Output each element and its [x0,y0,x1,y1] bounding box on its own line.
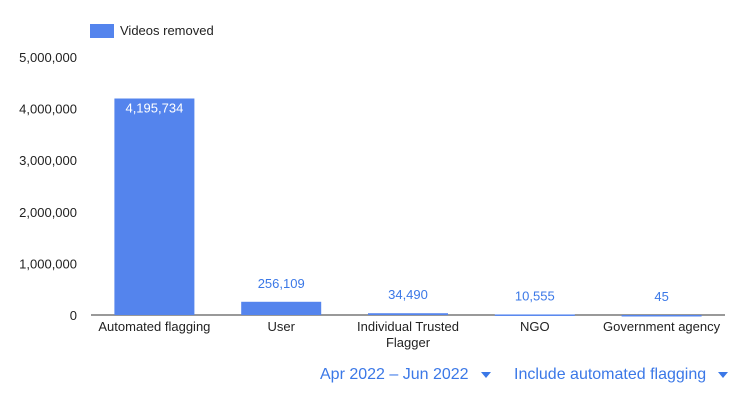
flagging-filter-dropdown[interactable]: Include automated flagging [514,366,729,384]
y-tick-label: 5,000,000 [19,50,77,65]
y-tick-label: 3,000,000 [19,153,77,168]
y-tick-label: 0 [70,308,77,323]
y-tick-label: 4,000,000 [19,102,77,117]
bar-data-label: 4,195,734 [125,101,183,116]
bar [368,313,448,315]
legend-swatch [90,24,114,38]
chevron-down-icon [718,372,729,378]
bar [494,314,575,316]
bar-data-label: 10,555 [515,288,555,303]
chevron-down-icon [480,372,491,378]
legend-label: Videos removed [120,23,214,38]
category-label: User [267,319,295,334]
date-range-label: Apr 2022 – Jun 2022 [320,366,469,383]
bar-data-label: 34,490 [388,287,428,302]
y-tick-label: 1,000,000 [19,256,77,271]
removed-videos-chart: Videos removed 0 1,000,000 2,000,000 3,000,0… [19,23,725,350]
category-label: NGO [520,319,550,334]
category-label: Automated flagging [98,319,210,334]
flagging-filter-label: Include automated flagging [514,366,707,383]
bar [241,301,322,315]
bar-data-label: 256,109 [258,276,305,291]
bar [621,314,702,317]
bar-data-label: 45 [654,289,668,304]
chart-controls: Apr 2022 – Jun 2022 Include automated fl… [0,366,755,394]
category-label: Government agency [603,319,721,334]
y-tick-label: 2,000,000 [19,205,77,220]
category-label: Individual Trusted Flagger [357,319,459,350]
date-range-dropdown[interactable]: Apr 2022 – Jun 2022 [320,366,491,384]
bar [114,98,195,315]
